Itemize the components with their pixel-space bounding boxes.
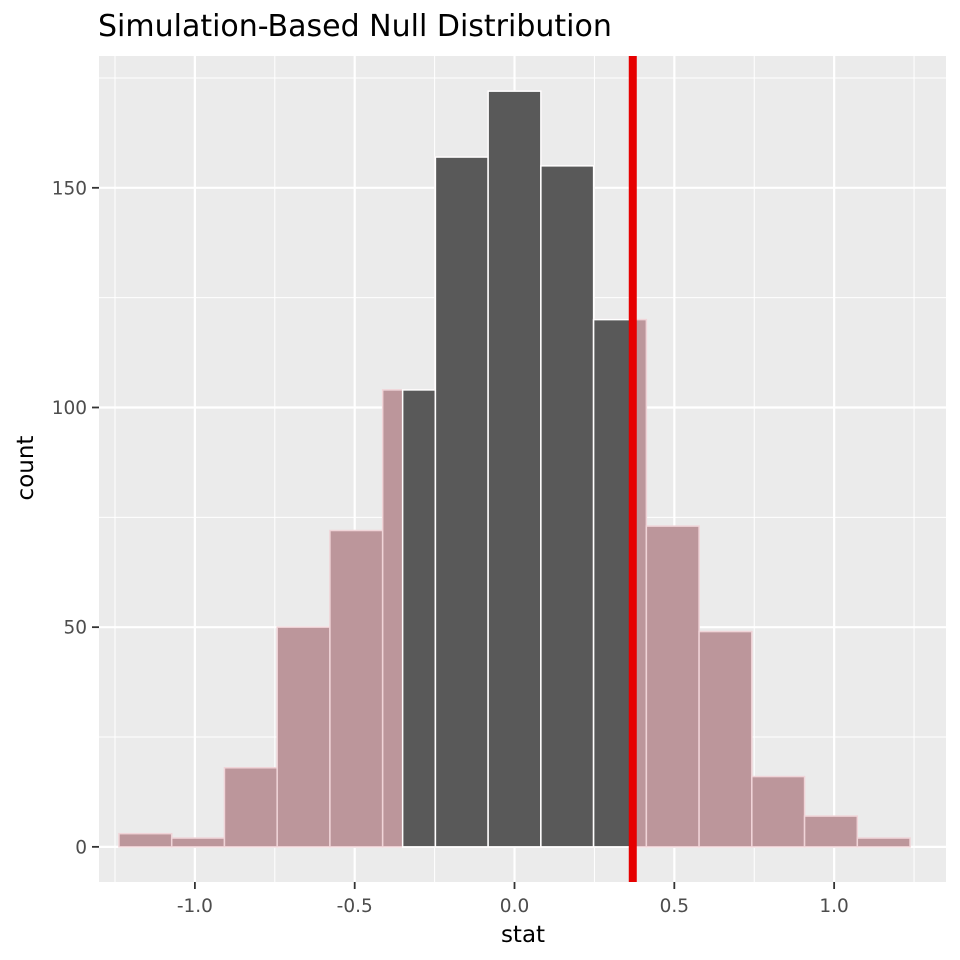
histogram-bin xyxy=(645,525,700,848)
histogram-bars xyxy=(118,90,911,848)
histogram-bar-shaded xyxy=(856,837,911,848)
histogram-bar-shaded xyxy=(276,626,331,848)
histogram-bin xyxy=(329,529,384,848)
histogram-bar-shaded xyxy=(645,525,700,848)
histogram-bin xyxy=(118,832,173,848)
histogram-bar-shaded xyxy=(223,767,278,848)
x-axis-label: stat xyxy=(501,922,545,948)
histogram-bar-shaded xyxy=(751,775,806,848)
histogram-bin xyxy=(381,389,437,848)
x-tick-label: -1.0 xyxy=(177,896,213,917)
histogram-bin xyxy=(592,318,648,848)
histogram-bin xyxy=(540,165,595,848)
histogram-bar-shaded xyxy=(803,815,859,848)
histogram-bin xyxy=(434,156,489,848)
histogram-bar-shaded xyxy=(118,832,173,848)
histogram-bar xyxy=(401,389,437,848)
histogram-bin xyxy=(751,775,806,848)
histogram-bar xyxy=(540,165,595,848)
x-tick-label: 0.0 xyxy=(500,896,529,917)
y-tick-label: 150 xyxy=(52,178,87,199)
y-axis-label: count xyxy=(13,436,39,501)
y-tick-label: 100 xyxy=(52,398,87,419)
x-tick-label: 1.0 xyxy=(819,896,848,917)
y-tick-label: 50 xyxy=(63,618,87,639)
histogram-bin xyxy=(698,630,753,848)
histogram-bar-shaded xyxy=(698,630,753,848)
histogram-bin xyxy=(856,837,911,848)
histogram-bar xyxy=(487,90,542,848)
chart-title: Simulation-Based Null Distribution xyxy=(98,9,612,44)
y-tick-label: 0 xyxy=(75,837,87,858)
histogram-bar-shaded xyxy=(329,529,384,848)
histogram-bar xyxy=(434,156,489,848)
x-axis: -1.0 -0.5 0.0 0.5 1.0 xyxy=(177,882,849,917)
histogram-bar xyxy=(592,318,634,848)
histogram-bar-shaded xyxy=(170,837,226,848)
x-tick-label: -0.5 xyxy=(337,896,373,917)
histogram-bin xyxy=(276,626,331,848)
x-tick-label: 0.5 xyxy=(660,896,689,917)
histogram-bin xyxy=(803,815,859,848)
histogram-bin xyxy=(170,837,226,848)
histogram-bin xyxy=(487,90,542,848)
histogram-bin xyxy=(223,767,278,848)
y-axis: 0 50 100 150 xyxy=(52,178,99,858)
